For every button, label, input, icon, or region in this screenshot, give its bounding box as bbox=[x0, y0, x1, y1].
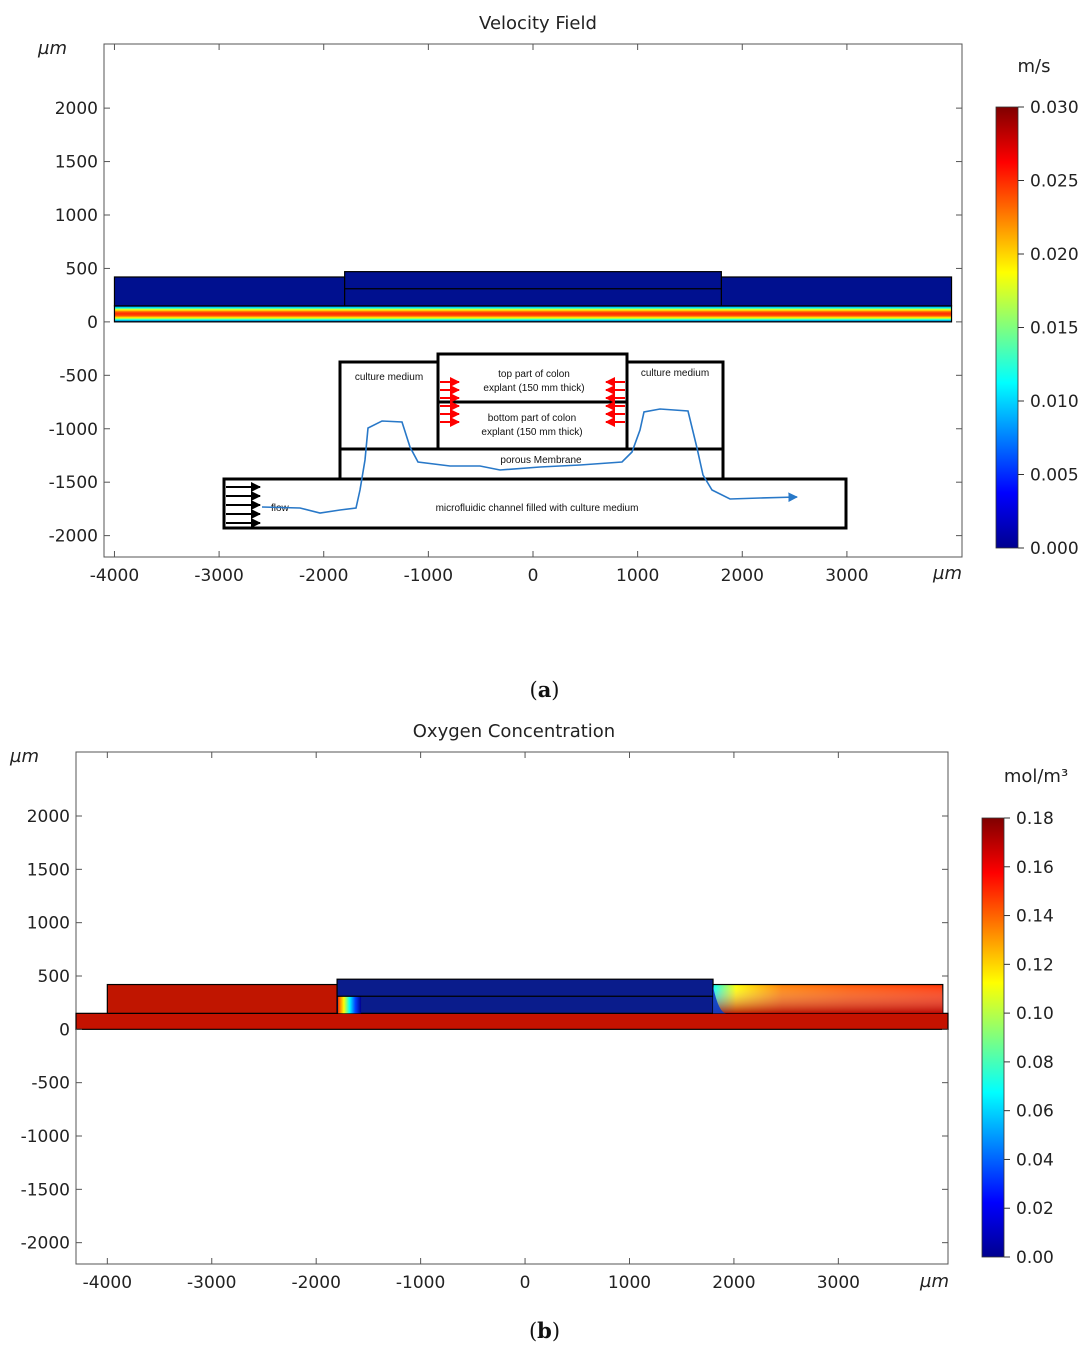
streamline bbox=[261, 408, 798, 514]
y-tick-label: 1500 bbox=[27, 860, 70, 880]
colorbar-tick-label: 0.020 bbox=[1030, 245, 1079, 265]
colorbar-unit: mol/m³ bbox=[1004, 766, 1068, 787]
colorbar-tick-label: 0.005 bbox=[1030, 466, 1079, 486]
axis-ticks: -4000 -3000 -2000 -1000 0 1000 2000 3000 2000 150… bbox=[21, 752, 948, 1293]
diffusion-arrows bbox=[440, 377, 625, 427]
field-regions bbox=[75, 978, 949, 1030]
colorbar-tick-label: 0.16 bbox=[1016, 858, 1054, 878]
colorbar-ticks: 0.18 0.16 0.14 0.12 0.10 0.08 0.06 0.04 0.02 0.00 bbox=[1004, 809, 1054, 1268]
colorbar: m/s 0.030 0.025 0.020 0.015 0.010 0.005 0.000 bbox=[995, 56, 1079, 559]
y-tick-label: -1500 bbox=[49, 473, 98, 493]
x-axis-unit: µm bbox=[919, 1271, 949, 1292]
colorbar-tick-label: 0.02 bbox=[1016, 1199, 1054, 1219]
chart-title: Oxygen Concentration bbox=[413, 721, 615, 742]
flow-channel-region bbox=[113, 305, 953, 323]
explant-left-gradient bbox=[338, 996, 362, 1014]
colorbar-tick-label: 0.030 bbox=[1030, 98, 1079, 118]
label-top-explant-2: explant (150 mm thick) bbox=[483, 383, 584, 394]
y-tick-label: -2000 bbox=[21, 1234, 70, 1254]
colorbar-tick-label: 0.04 bbox=[1016, 1150, 1054, 1170]
colorbar-ticks: 0.030 0.025 0.020 0.015 0.010 0.005 0.000 bbox=[1018, 98, 1079, 559]
colorbar-tick-label: 0.08 bbox=[1016, 1053, 1054, 1073]
colorbar-unit: m/s bbox=[1018, 56, 1051, 77]
label-top-explant-1: top part of colon bbox=[498, 369, 570, 380]
y-tick-label: 1000 bbox=[27, 914, 70, 934]
right-chamber-region bbox=[720, 276, 953, 307]
x-tick-label: 2000 bbox=[721, 566, 764, 586]
flow-channel-region bbox=[75, 1012, 949, 1030]
left-chamber-region bbox=[113, 276, 346, 307]
y-tick-label: -1000 bbox=[49, 420, 98, 440]
colorbar-tick-label: 0.14 bbox=[1016, 907, 1054, 927]
x-tick-label: -3000 bbox=[194, 566, 243, 586]
y-tick-label: -500 bbox=[59, 366, 98, 386]
x-tick-label: -4000 bbox=[90, 566, 139, 586]
x-tick-label: 2000 bbox=[712, 1273, 755, 1293]
colorbar-tick-label: 0.000 bbox=[1030, 539, 1079, 559]
label-bottom-explant-2: explant (150 mm thick) bbox=[481, 427, 582, 438]
x-tick-label: 0 bbox=[528, 566, 539, 586]
caption-a: (a) bbox=[529, 677, 560, 702]
colorbar-tick-label: 0.18 bbox=[1016, 809, 1054, 829]
y-axis-unit: µm bbox=[37, 38, 67, 59]
colorbar-tick-label: 0.10 bbox=[1016, 1004, 1054, 1024]
x-tick-label: 0 bbox=[520, 1273, 531, 1293]
caption-b-letter: b bbox=[537, 1318, 552, 1343]
label-culture-medium-left: culture medium bbox=[355, 372, 423, 383]
x-tick-label: -3000 bbox=[187, 1273, 236, 1293]
right-chamber-depletion bbox=[713, 986, 728, 1014]
field-regions bbox=[113, 271, 953, 323]
x-tick-label: 3000 bbox=[817, 1273, 860, 1293]
y-tick-label: 2000 bbox=[55, 99, 98, 119]
x-tick-label: 1000 bbox=[608, 1273, 651, 1293]
y-tick-label: 500 bbox=[38, 967, 70, 987]
x-tick-label: 1000 bbox=[616, 566, 659, 586]
y-tick-label: 2000 bbox=[27, 807, 70, 827]
x-tick-label: 3000 bbox=[825, 566, 868, 586]
label-microfluidic-channel: microfluidic channel filled with culture… bbox=[436, 503, 639, 514]
caption-b: (b) bbox=[528, 1318, 561, 1343]
y-tick-label: 1000 bbox=[55, 206, 98, 226]
label-flow: flow bbox=[271, 503, 290, 514]
y-tick-label: -1500 bbox=[21, 1180, 70, 1200]
y-tick-label: 0 bbox=[59, 1020, 70, 1040]
colorbar-gradient bbox=[995, 106, 1019, 549]
colorbar-tick-label: 0.015 bbox=[1030, 319, 1079, 339]
left-chamber-region bbox=[106, 983, 338, 1014]
x-tick-label: -2000 bbox=[299, 566, 348, 586]
schematic-annotation: culture medium culture medium top part o… bbox=[222, 352, 848, 530]
oxygen-concentration-panel: Oxygen Concentration µm µm -4000 -3000 -20… bbox=[9, 721, 1068, 1293]
y-axis-unit: µm bbox=[9, 746, 39, 767]
x-tick-label: -1000 bbox=[404, 566, 453, 586]
colorbar-tick-label: 0.00 bbox=[1016, 1248, 1054, 1268]
colorbar-gradient bbox=[981, 817, 1005, 1258]
x-tick-label: -2000 bbox=[291, 1273, 340, 1293]
axis-ticks: -4000 -3000 -2000 -1000 0 1000 2000 3000 2000 150… bbox=[49, 44, 962, 586]
x-tick-label: -4000 bbox=[83, 1273, 132, 1293]
label-porous-membrane: porous Membrane bbox=[500, 455, 582, 466]
y-tick-label: -2000 bbox=[49, 527, 98, 547]
velocity-field-panel: Velocity Field µm µm culture medium cult… bbox=[37, 13, 1079, 586]
y-tick-label: 0 bbox=[87, 313, 98, 333]
colorbar-tick-label: 0.06 bbox=[1016, 1102, 1054, 1122]
y-tick-label: -500 bbox=[31, 1074, 70, 1094]
y-tick-label: 500 bbox=[66, 259, 98, 279]
right-chamber-shading bbox=[713, 984, 943, 1014]
x-tick-label: -1000 bbox=[396, 1273, 445, 1293]
label-bottom-explant-1: bottom part of colon bbox=[488, 413, 576, 424]
colorbar-tick-label: 0.010 bbox=[1030, 392, 1079, 412]
x-axis-unit: µm bbox=[932, 563, 962, 584]
y-tick-label: -1000 bbox=[21, 1127, 70, 1147]
chart-title: Velocity Field bbox=[479, 13, 597, 34]
colorbar-tick-label: 0.12 bbox=[1016, 955, 1054, 975]
flow-arrows bbox=[226, 482, 261, 528]
colorbar-tick-label: 0.025 bbox=[1030, 172, 1079, 192]
y-tick-label: 1500 bbox=[55, 153, 98, 173]
microfluidic-channel-box bbox=[222, 477, 848, 530]
colorbar: mol/m³ 0.180.160.140.120.100.080.060.040… bbox=[981, 766, 1068, 1268]
label-culture-medium-right: culture medium bbox=[641, 368, 709, 379]
caption-a-letter: a bbox=[537, 677, 552, 702]
